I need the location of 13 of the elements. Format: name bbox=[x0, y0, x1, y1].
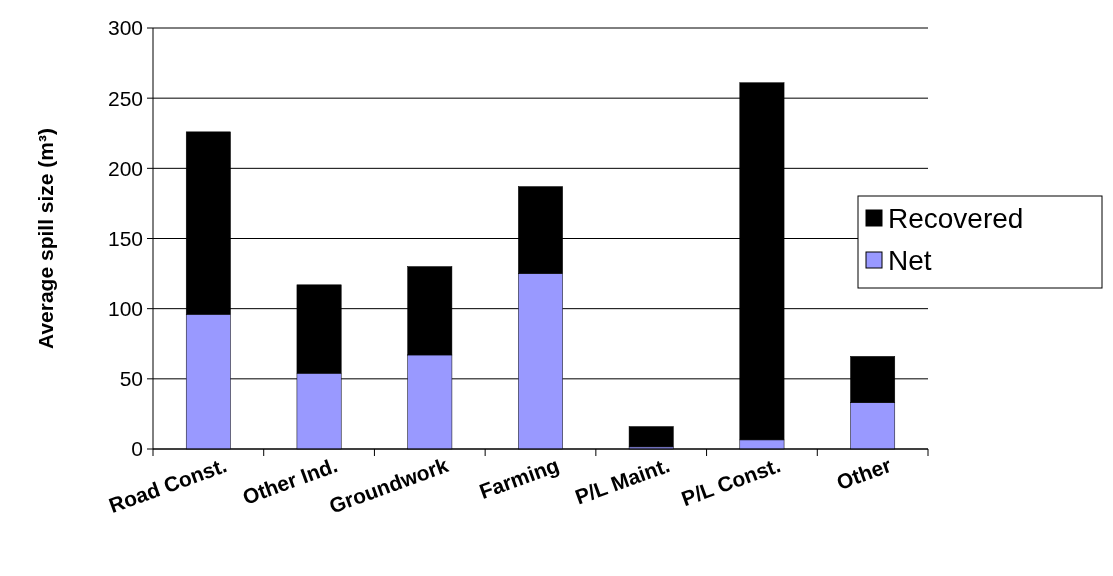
legend-label: Recovered bbox=[888, 202, 1024, 234]
x-tick-label: P/L Const. bbox=[678, 453, 784, 511]
legend-label: Net bbox=[888, 244, 932, 276]
y-axis-title: Average spill size (m³) bbox=[34, 128, 57, 349]
x-tick-label: P/L Maint. bbox=[571, 453, 673, 509]
x-tick-label: Other bbox=[833, 453, 895, 494]
y-tick-label: 0 bbox=[131, 437, 143, 461]
y-tick-label: 150 bbox=[107, 226, 143, 250]
y-tick-label: 300 bbox=[107, 16, 143, 40]
y-tick-label: 200 bbox=[107, 156, 143, 180]
y-tick-label: 250 bbox=[107, 86, 143, 110]
y-tick-label: 50 bbox=[119, 367, 143, 391]
y-tick-label: 100 bbox=[107, 297, 143, 321]
